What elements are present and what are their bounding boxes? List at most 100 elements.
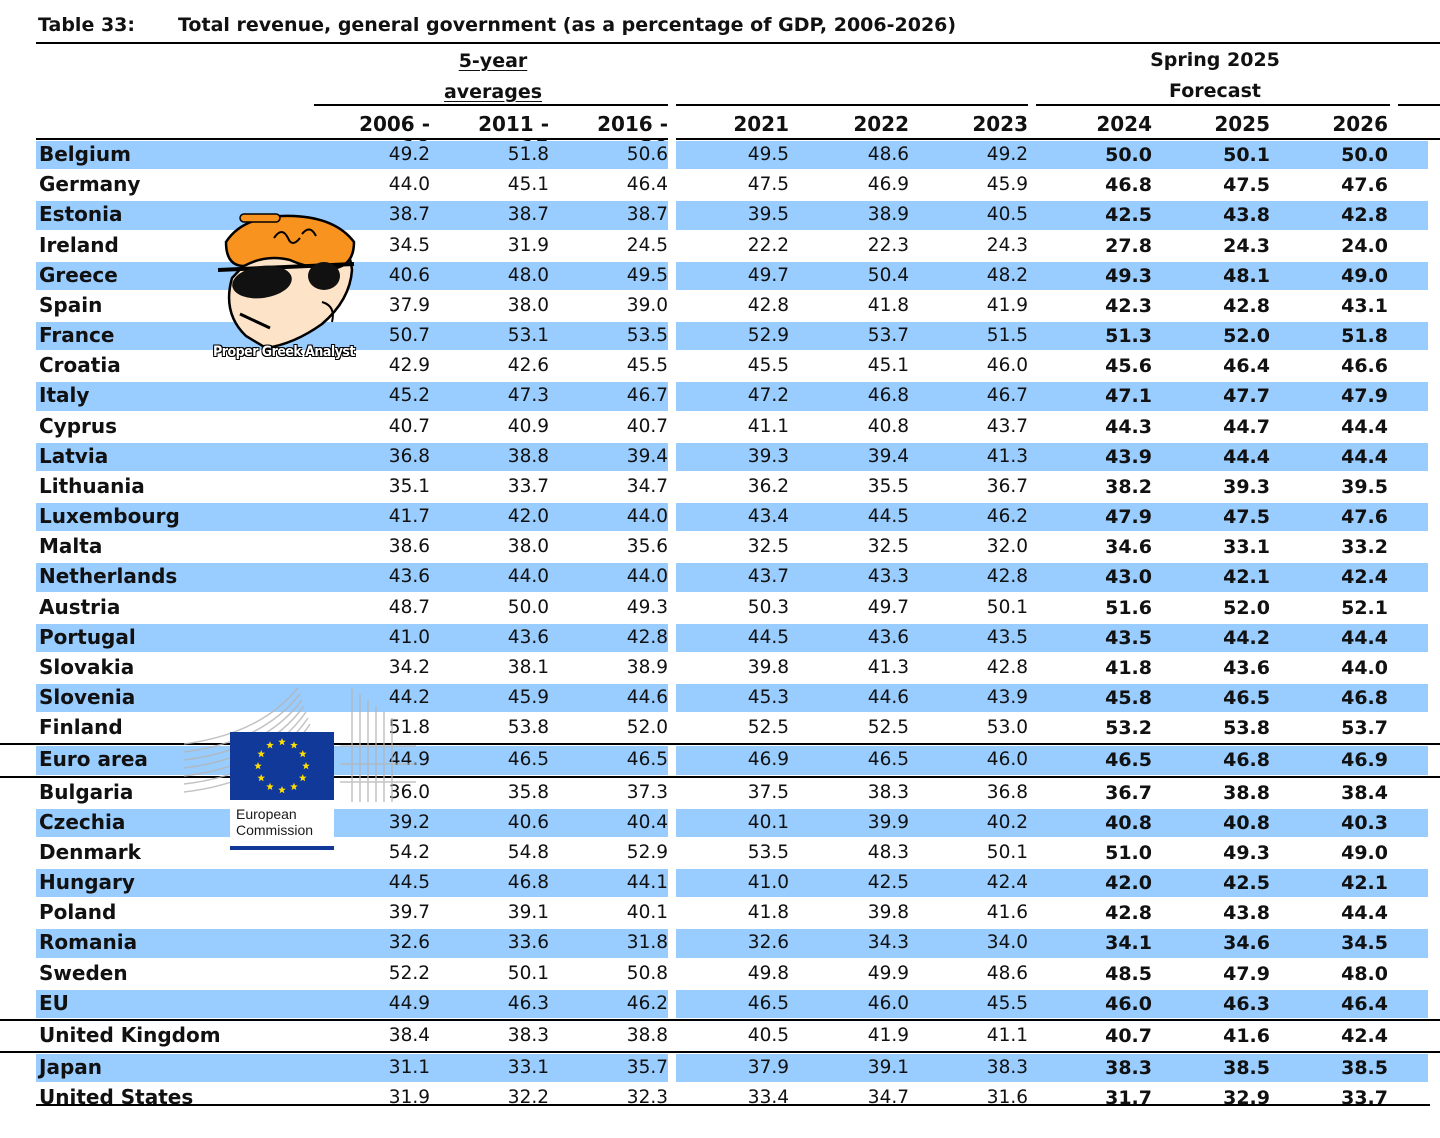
- table-row: Cyprus 40.7 40.9 40.7 41.1 40.8 43.7 44.3 44.7 44…: [0, 412, 1440, 442]
- table-cell: 45.8: [1105, 687, 1152, 710]
- table-bottom-rule: [36, 1104, 1430, 1106]
- table-row: Poland 39.7 39.1 40.1 41.8 39.8 41.6 42.8 43.8 44…: [0, 898, 1440, 928]
- table-cell: 38.5: [1341, 1057, 1388, 1080]
- table-cell: 53.0: [986, 717, 1028, 739]
- table-row: Austria 48.7 50.0 49.3 50.3 49.7 50.1 51.6 52.0 5…: [0, 593, 1440, 623]
- table-cell: 46.4: [1341, 992, 1388, 1015]
- table-cell: 39.5: [747, 204, 789, 226]
- table-cell: 34.6: [1223, 932, 1270, 955]
- table-row: United Kingdom 38.4 38.3 38.8 40.5 41.9 41.1 40…: [0, 1018, 1440, 1054]
- table-row: Denmark 54.2 54.8 52.9 53.5 48.3 50.1 51.0 49.3 4…: [0, 838, 1440, 868]
- table-cell: 44.0: [626, 566, 668, 588]
- table-row: Netherlands 43.6 44.0 44.0 43.7 43.3 42.8 43.0 4…: [0, 562, 1440, 592]
- table-cell: 42.6: [507, 355, 549, 377]
- table-row: Portugal 41.0 43.6 42.8 44.5 43.6 43.5 43.5 44.2…: [0, 623, 1440, 653]
- table-cell: 53.5: [747, 841, 789, 863]
- table-cell: 41.1: [747, 415, 789, 437]
- table-cell: 48.6: [986, 962, 1028, 984]
- table-cell: 34.2: [388, 656, 430, 678]
- table-cell: 52.0: [1223, 325, 1270, 348]
- analyst-caption: Proper Greek Analyst: [213, 344, 355, 360]
- title-rule: [36, 42, 1440, 44]
- table-cell: 41.1: [986, 1024, 1028, 1046]
- table-cell: 42.5: [867, 872, 909, 894]
- table-cell: 38.3: [986, 1057, 1028, 1079]
- table-row: Malta 38.6 38.0 35.6 32.5 32.5 32.0 34.6 33.1 33.…: [0, 532, 1440, 562]
- table-cell: 45.1: [507, 174, 549, 196]
- table-cell: 44.1: [626, 872, 668, 894]
- table-cell: 40.8: [1223, 811, 1270, 834]
- table-cell: 31.1: [388, 1057, 430, 1079]
- table-cell: 38.7: [388, 204, 430, 226]
- table-cell: 47.2: [747, 385, 789, 407]
- table-cell: 43.1: [1341, 294, 1388, 317]
- column-header: 2021: [733, 112, 789, 136]
- table-cell: 47.6: [1341, 506, 1388, 529]
- table-cell: 46.4: [1223, 355, 1270, 378]
- table-cell: 40.8: [867, 415, 909, 437]
- country-name: Slovakia: [39, 654, 135, 679]
- table-cell: 46.0: [986, 355, 1028, 377]
- table-cell: 51.3: [1105, 325, 1152, 348]
- country-name: Portugal: [39, 624, 136, 649]
- averages-line1: 5-year: [458, 50, 528, 72]
- table-cell: 37.3: [626, 781, 668, 803]
- table-cell: 38.1: [507, 656, 549, 678]
- table-cell: 32.5: [867, 536, 909, 558]
- table-cell: 46.9: [1341, 749, 1388, 772]
- table-cell: 43.6: [507, 626, 549, 648]
- table-cell: 31.7: [1105, 1087, 1152, 1110]
- country-name: Japan: [39, 1055, 102, 1080]
- years-group-rule: [676, 104, 1028, 106]
- table-cell: 42.4: [1341, 1024, 1388, 1047]
- table-cell: 43.7: [747, 566, 789, 588]
- table-cell: 50.1: [1223, 144, 1270, 166]
- table-cell: 50.6: [626, 144, 668, 165]
- table-cell: 44.0: [626, 506, 668, 528]
- table-cell: 49.8: [747, 962, 789, 984]
- eu-star-icon: [298, 750, 307, 758]
- table-row: Italy 45.2 47.3 46.7 47.2 46.8 46.7 47.1 47.7 47.…: [0, 381, 1440, 411]
- table-cell: 45.5: [747, 355, 789, 377]
- table-cell: 40.1: [626, 902, 668, 924]
- table-cell: 39.4: [626, 445, 668, 467]
- table-cell: 46.8: [1341, 687, 1388, 710]
- table-cell: 46.3: [507, 992, 549, 1014]
- table-cell: 45.9: [986, 174, 1028, 196]
- country-name: Belgium: [39, 142, 131, 166]
- table-cell: 42.8: [626, 626, 668, 648]
- table-cell: 42.5: [1223, 872, 1270, 895]
- table-cell: 42.0: [507, 506, 549, 528]
- table-title: Total revenue, general government (as a …: [178, 14, 957, 36]
- table-cell: 46.2: [626, 992, 668, 1014]
- table-cell: 42.8: [1341, 204, 1388, 227]
- table-cell: 46.5: [867, 749, 909, 771]
- table-cell: 36.7: [986, 475, 1028, 497]
- table-cell: 47.9: [1105, 506, 1152, 529]
- table-cell: 50.0: [507, 596, 549, 618]
- table-cell: 41.0: [747, 872, 789, 894]
- table-cell: 47.3: [507, 385, 549, 407]
- header-bottom-rule-a: [36, 138, 668, 140]
- commission-line2: Commission: [236, 822, 314, 838]
- table-cell: 53.5: [626, 325, 668, 347]
- table-row: Romania 32.6 33.6 31.8 32.6 34.3 34.0 34.1 34.6 3…: [0, 928, 1440, 958]
- table-cell: 53.7: [1341, 717, 1388, 740]
- table-cell: 50.8: [626, 962, 668, 984]
- table-cell: 46.2: [986, 506, 1028, 528]
- table-cell: 50.3: [747, 596, 789, 618]
- table-cell: 39.0: [626, 294, 668, 316]
- country-name: United Kingdom: [39, 1022, 221, 1047]
- table-cell: 50.1: [507, 962, 549, 984]
- table-cell: 33.1: [507, 1057, 549, 1079]
- table-row: Germany 44.0 45.1 46.4 47.5 46.9 45.9 46.8 47.5 4…: [0, 170, 1440, 200]
- country-name: Cyprus: [39, 413, 118, 438]
- table-cell: 46.5: [747, 992, 789, 1014]
- table-cell: 32.6: [747, 932, 789, 954]
- commission-line1: European: [236, 806, 297, 822]
- table-cell: 46.8: [867, 385, 909, 407]
- table-cell: 49.5: [626, 264, 668, 286]
- table-cell: 40.6: [507, 811, 549, 833]
- table-cell: 38.3: [867, 781, 909, 803]
- table-cell: 22.3: [867, 234, 909, 256]
